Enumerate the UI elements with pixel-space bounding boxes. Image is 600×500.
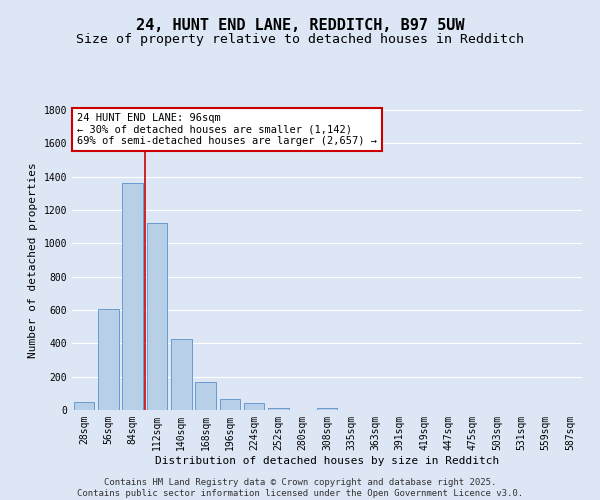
Bar — [74, 402, 94, 410]
Bar — [122, 182, 143, 410]
X-axis label: Distribution of detached houses by size in Redditch: Distribution of detached houses by size … — [155, 456, 499, 466]
Bar — [195, 382, 216, 410]
Bar — [171, 339, 191, 410]
Text: 24 HUNT END LANE: 96sqm
← 30% of detached houses are smaller (1,142)
69% of semi: 24 HUNT END LANE: 96sqm ← 30% of detache… — [77, 113, 377, 146]
Text: Size of property relative to detached houses in Redditch: Size of property relative to detached ho… — [76, 32, 524, 46]
Bar — [220, 399, 240, 410]
Bar — [268, 408, 289, 410]
Text: Contains HM Land Registry data © Crown copyright and database right 2025.
Contai: Contains HM Land Registry data © Crown c… — [77, 478, 523, 498]
Text: 24, HUNT END LANE, REDDITCH, B97 5UW: 24, HUNT END LANE, REDDITCH, B97 5UW — [136, 18, 464, 32]
Bar — [317, 408, 337, 410]
Y-axis label: Number of detached properties: Number of detached properties — [28, 162, 38, 358]
Bar — [146, 222, 167, 410]
Bar — [98, 309, 119, 410]
Bar — [244, 404, 265, 410]
